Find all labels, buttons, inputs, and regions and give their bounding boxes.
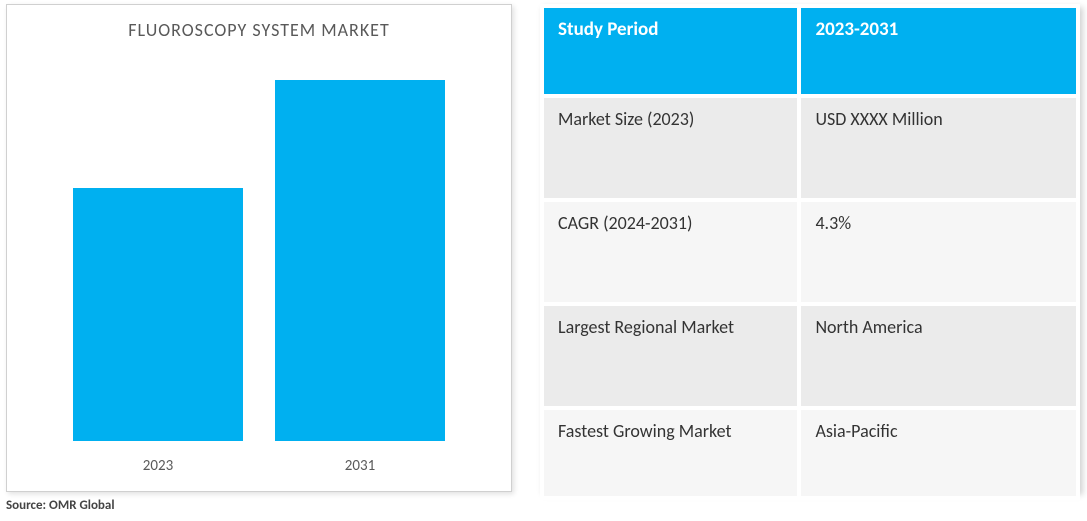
row-2-value: North America (801, 306, 1076, 406)
row-3-label: Fastest Growing Market (544, 410, 797, 496)
market-table: Study Period 2023-2031 Market Size (2023… (540, 4, 1080, 500)
source-attribution: Source: OMR Global (6, 498, 1081, 513)
header-value: 2023-2031 (801, 8, 1076, 94)
chart-panel: FLUOROSCOPY SYSTEM MARKET 2023 2031 (6, 4, 512, 492)
row-1-label: CAGR (2024-2031) (544, 202, 797, 302)
bar-2031 (275, 80, 445, 441)
table-row: CAGR (2024-2031) 4.3% (544, 202, 1076, 302)
xaxis-label-0: 2023 (73, 457, 243, 475)
chart-xaxis: 2023 2031 (7, 451, 511, 491)
row-1-value: 4.3% (801, 202, 1076, 302)
header-label: Study Period (544, 8, 797, 94)
xaxis-label-1: 2031 (275, 457, 445, 475)
table-panel: Study Period 2023-2031 Market Size (2023… (540, 4, 1080, 492)
bar-2023 (73, 188, 243, 442)
row-0-value: USD XXXX Million (801, 98, 1076, 198)
chart-plot-area (37, 51, 481, 441)
chart-title: FLUOROSCOPY SYSTEM MARKET (7, 5, 511, 51)
table-row: Largest Regional Market North America (544, 306, 1076, 406)
bars-row (37, 51, 481, 441)
row-2-label: Largest Regional Market (544, 306, 797, 406)
row-0-label: Market Size (2023) (544, 98, 797, 198)
main-container: FLUOROSCOPY SYSTEM MARKET 2023 2031 Stud… (6, 4, 1081, 492)
table-row: Market Size (2023) USD XXXX Million (544, 98, 1076, 198)
table-header-row: Study Period 2023-2031 (544, 8, 1076, 94)
row-3-value: Asia-Pacific (801, 410, 1076, 496)
table-row: Fastest Growing Market Asia-Pacific (544, 410, 1076, 496)
